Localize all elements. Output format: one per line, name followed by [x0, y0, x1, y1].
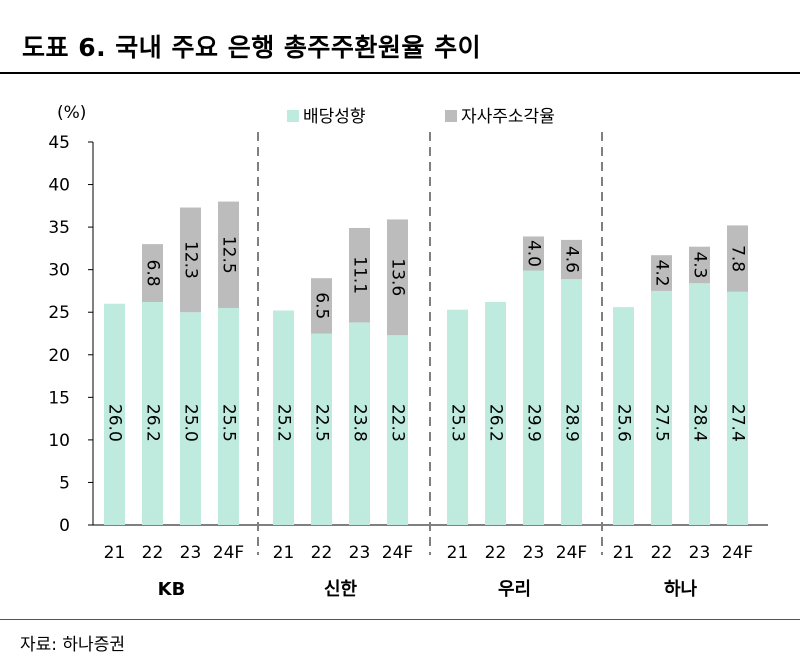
bar-dividend	[142, 302, 163, 525]
group-label: 신한	[324, 579, 358, 600]
data-label-dividend: 27.4	[728, 404, 748, 442]
x-tick-label: 24F	[382, 543, 413, 563]
bar-dividend	[311, 333, 332, 525]
y-tick-label: 35	[48, 218, 70, 238]
y-tick-label: 20	[48, 346, 70, 366]
stacked-bar-chart: 0 5 10 15 20 25 30 35 40 45 (%) 배당성향 자사주소각율 26.0 21 6.8…	[48, 103, 768, 600]
bar-buyback	[142, 244, 163, 303]
data-label-buyback: 4.0	[524, 240, 544, 267]
bar-dividend	[218, 307, 239, 525]
group-label: 하나	[664, 579, 698, 600]
bar-buyback	[689, 246, 710, 284]
legend-swatch	[445, 110, 457, 122]
data-label-dividend: 25.0	[181, 404, 201, 442]
y-tick-label: 15	[48, 388, 70, 408]
y-unit-label: (%)	[57, 103, 86, 123]
data-label-buyback: 6.8	[143, 260, 163, 287]
data-label-dividend: 22.3	[388, 404, 408, 442]
y-tick-label: 30	[48, 261, 70, 281]
data-label-buyback: 4.2	[652, 260, 672, 287]
bar-buyback	[218, 201, 239, 308]
x-tick-label: 21	[447, 543, 469, 563]
x-tick-label: 22	[651, 543, 673, 563]
data-label-dividend: 25.2	[274, 404, 294, 442]
bar-buyback	[311, 278, 332, 334]
bar-dividend	[447, 309, 468, 525]
x-tick-label: 22	[142, 543, 164, 563]
x-tick-label: 23	[180, 543, 202, 563]
data-label-buyback: 12.5	[219, 236, 239, 274]
bar-buyback	[561, 239, 582, 280]
data-label-dividend: 26.2	[486, 404, 506, 442]
y-tick-label: 40	[48, 176, 70, 196]
data-label-dividend: 26.2	[143, 404, 163, 442]
legend-label: 자사주소각율	[461, 107, 555, 127]
bar-dividend	[104, 303, 125, 525]
legend-label: 배당성향	[303, 107, 366, 127]
data-label-dividend: 25.6	[614, 404, 634, 442]
bar-dividend	[387, 335, 408, 525]
data-label-buyback: 7.8	[728, 245, 748, 272]
bar-dividend	[485, 302, 506, 525]
x-tick-label: 23	[349, 543, 371, 563]
data-label-dividend: 25.5	[219, 404, 239, 442]
bar-buyback	[523, 236, 544, 271]
bar-dividend	[180, 312, 201, 525]
data-label-buyback: 4.6	[562, 246, 582, 273]
data-label-dividend: 28.9	[562, 404, 582, 442]
x-tick-label: 21	[613, 543, 635, 563]
bar-buyback	[387, 219, 408, 336]
bar-dividend	[349, 322, 370, 525]
data-label-buyback: 4.3	[690, 251, 710, 278]
bar-buyback	[651, 255, 672, 291]
y-tick-label: 0	[59, 516, 70, 536]
data-label-dividend: 22.5	[312, 404, 332, 442]
data-label-dividend: 27.5	[652, 404, 672, 442]
bar-dividend	[561, 279, 582, 525]
data-label-dividend: 29.9	[524, 404, 544, 442]
chart-title: 도표 6. 국내 주요 은행 총주주환원율 추이	[22, 33, 482, 62]
x-tick-label: 23	[523, 543, 545, 563]
bar-dividend	[613, 307, 634, 525]
title-divider	[0, 72, 800, 74]
y-tick-label: 10	[48, 431, 70, 451]
source-divider	[0, 619, 800, 620]
y-tick-label: 25	[48, 303, 70, 323]
data-label-dividend: 26.0	[105, 404, 125, 442]
bar-dividend	[523, 270, 544, 525]
data-label-dividend: 28.4	[690, 404, 710, 442]
x-tick-label: 23	[689, 543, 711, 563]
data-label-buyback: 6.5	[312, 292, 332, 319]
bar-dividend	[651, 290, 672, 525]
x-tick-label: 22	[311, 543, 333, 563]
x-tick-label: 22	[485, 543, 507, 563]
source-note: 자료: 하나증권	[20, 635, 125, 655]
bar-dividend	[273, 310, 294, 525]
data-label-buyback: 13.6	[388, 258, 408, 296]
x-tick-label: 24F	[213, 543, 244, 563]
legend-swatch	[287, 110, 299, 122]
data-label-buyback: 12.3	[181, 241, 201, 279]
x-tick-label: 21	[104, 543, 126, 563]
group-label: 우리	[498, 579, 531, 600]
bar-buyback	[349, 227, 370, 323]
bar-buyback	[727, 225, 748, 292]
data-label-buyback: 11.1	[350, 256, 370, 294]
bar-dividend	[727, 291, 748, 525]
y-tick-label: 5	[59, 473, 70, 493]
data-label-dividend: 23.8	[350, 404, 370, 442]
y-tick-label: 45	[48, 133, 70, 153]
bar-buyback	[180, 207, 201, 313]
group-label: KB	[158, 579, 186, 600]
bar-dividend	[689, 283, 710, 525]
x-tick-label: 21	[273, 543, 295, 563]
x-tick-label: 24F	[556, 543, 587, 563]
x-tick-label: 24F	[722, 543, 753, 563]
data-label-dividend: 25.3	[448, 404, 468, 442]
